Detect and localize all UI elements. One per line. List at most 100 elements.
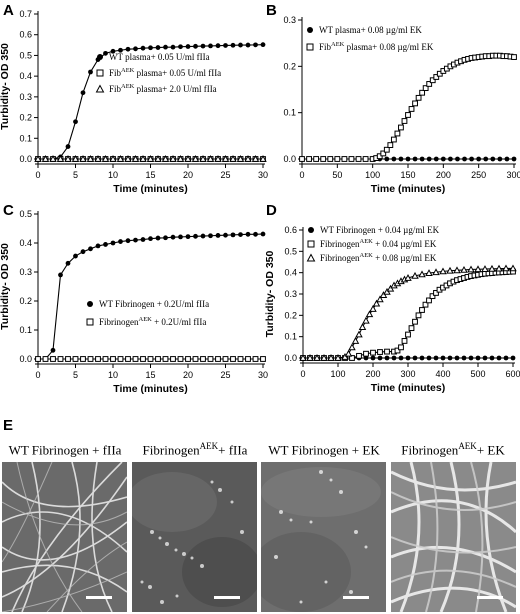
data-point <box>429 77 436 84</box>
legend-label: WT Fibrinogen + 0.2U/ml fIIa <box>99 299 209 309</box>
data-point <box>426 156 432 162</box>
data-point <box>65 356 71 362</box>
y-tick-label: 0.0 <box>284 353 297 363</box>
data-point <box>355 330 363 338</box>
data-point <box>344 349 353 357</box>
data-point <box>161 155 170 162</box>
data-point <box>482 355 488 361</box>
data-point <box>260 231 266 237</box>
data-point <box>140 356 146 362</box>
scale-bar <box>214 596 240 599</box>
data-point <box>178 234 183 240</box>
data-point <box>351 336 360 344</box>
legend-item: FibrinogenAEK + 0.2U/ml fIIa <box>86 316 206 327</box>
data-point <box>259 155 267 162</box>
data-point <box>376 295 384 303</box>
y-tick-label: 0.3 <box>283 15 296 25</box>
data-point <box>398 344 404 351</box>
data-point <box>125 238 131 244</box>
data-point <box>80 356 86 362</box>
x-tick-label: 30 <box>258 370 268 380</box>
data-point <box>313 156 320 162</box>
data-point <box>215 43 221 49</box>
data-point <box>433 156 439 162</box>
data-point <box>408 106 415 112</box>
data-point <box>412 100 418 107</box>
data-point <box>34 155 42 162</box>
x-tick-label: 100 <box>365 170 380 180</box>
data-point <box>391 355 397 361</box>
legend-label: WT plasma+ 0.05 U/ml fIIa <box>109 52 210 62</box>
data-point <box>251 155 260 162</box>
data-point <box>176 155 185 162</box>
x-axis-title: Time (minutes) <box>113 183 187 195</box>
data-point <box>215 356 221 362</box>
data-point <box>170 44 176 50</box>
y-tick-label: 0.4 <box>19 71 32 81</box>
data-point <box>362 156 369 162</box>
data-point <box>95 356 101 362</box>
series-2 <box>35 356 266 362</box>
data-point <box>380 150 387 157</box>
data-point <box>95 243 101 249</box>
data-point <box>415 312 422 319</box>
chart-panel-a: A 0.0 0.1 0.2 0.3 0.4 0.5 0.6 0.7 0 5 10 15 20 25 30 Tim… <box>0 2 268 195</box>
x-tick-label: 0 <box>300 369 305 379</box>
data-point <box>510 355 516 361</box>
x-tick-label: 5 <box>73 170 78 180</box>
data-point <box>177 356 184 362</box>
data-point <box>260 42 266 48</box>
data-point <box>101 155 110 162</box>
data-point <box>163 44 168 50</box>
data-point <box>497 156 503 162</box>
y-tick-label: 0.2 <box>19 113 32 123</box>
x-tick-label: 10 <box>108 170 118 180</box>
y-tick-label: 0.7 <box>19 9 32 19</box>
x-tick-label: 50 <box>332 170 342 180</box>
data-point <box>154 155 162 162</box>
data-point <box>455 156 460 162</box>
legend-label: FibrinogenAEK + 0.08 µg/ml EK <box>320 252 437 263</box>
data-point <box>133 237 138 243</box>
series-line <box>302 55 515 160</box>
data-point <box>511 54 517 60</box>
data-point <box>469 156 474 162</box>
data-point <box>200 43 206 49</box>
data-point <box>474 265 482 273</box>
x-tick-label: 30 <box>258 170 268 180</box>
data-point <box>419 307 425 313</box>
data-point <box>363 355 369 361</box>
data-point <box>440 156 446 162</box>
legend-item: FibrinogenAEK + 0.08 µg/ml EK <box>306 252 437 263</box>
data-point <box>408 325 415 332</box>
y-tick-label: 0.4 <box>19 238 32 248</box>
data-point <box>140 45 146 51</box>
x-tick-label: 15 <box>145 170 155 180</box>
data-point <box>488 264 496 272</box>
y-tick-label: 0.3 <box>19 267 32 277</box>
legend-marker <box>306 253 316 262</box>
x-tick-label: 25 <box>220 170 230 180</box>
data-point <box>86 155 95 162</box>
x-tick-label: 25 <box>220 370 230 380</box>
data-point <box>412 156 418 162</box>
chart-panel-c: C 0.0 0.1 0.2 0.3 0.4 0.5 0 5 10 15 20 25 30 Time (min… <box>0 202 268 395</box>
data-point <box>170 234 176 240</box>
data-point <box>387 142 394 148</box>
y-tick-label: 0.0 <box>283 154 296 164</box>
image-caption-2: FibrinogenAEK+ fIIa <box>142 441 248 458</box>
panel-label: C <box>3 202 14 219</box>
data-point <box>426 355 432 361</box>
data-point <box>110 48 116 54</box>
legend-marker <box>95 84 105 93</box>
data-point <box>398 124 404 131</box>
data-point <box>50 347 56 353</box>
data-point <box>253 42 258 48</box>
y-axis-title: Turbidity- OD 350 <box>0 243 11 330</box>
data-point <box>320 156 327 162</box>
data-point <box>49 155 57 162</box>
data-point <box>252 356 259 362</box>
legend-label: FibAEK plasma+ 0.05 U/ml fIIa <box>109 67 221 78</box>
data-point <box>35 356 41 362</box>
data-point <box>433 74 440 80</box>
